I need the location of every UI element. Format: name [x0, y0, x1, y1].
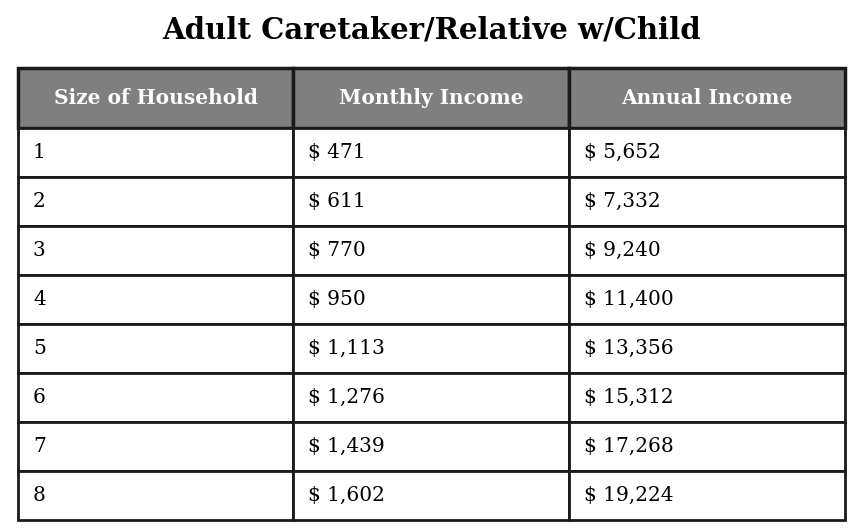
Text: 1: 1 — [33, 143, 46, 162]
Text: $ 5,652: $ 5,652 — [583, 143, 660, 162]
Bar — [18, 68, 293, 128]
Text: Size of Household: Size of Household — [54, 88, 258, 108]
Text: $ 9,240: $ 9,240 — [583, 241, 660, 260]
Text: $ 1,602: $ 1,602 — [308, 486, 385, 505]
Bar — [293, 422, 569, 471]
Text: 2: 2 — [33, 192, 46, 211]
Bar — [569, 275, 845, 324]
Bar — [293, 471, 569, 520]
Text: $ 770: $ 770 — [308, 241, 366, 260]
Bar — [293, 128, 569, 177]
Bar — [569, 128, 845, 177]
Text: $ 1,276: $ 1,276 — [308, 388, 385, 407]
Bar — [293, 177, 569, 226]
Bar — [18, 128, 293, 177]
Bar — [293, 68, 569, 128]
Bar — [293, 226, 569, 275]
Text: 8: 8 — [33, 486, 46, 505]
Bar — [569, 68, 845, 128]
Bar — [18, 226, 293, 275]
Bar — [18, 471, 293, 520]
Bar — [569, 471, 845, 520]
Text: 6: 6 — [33, 388, 46, 407]
Text: 3: 3 — [33, 241, 46, 260]
Bar — [569, 324, 845, 373]
Bar — [569, 177, 845, 226]
Bar — [18, 177, 293, 226]
Text: 7: 7 — [33, 437, 46, 456]
Text: Adult Caretaker/Relative w/Child: Adult Caretaker/Relative w/Child — [162, 15, 701, 45]
Bar — [569, 226, 845, 275]
Bar — [293, 324, 569, 373]
Text: Annual Income: Annual Income — [621, 88, 792, 108]
Bar — [18, 275, 293, 324]
Text: 5: 5 — [33, 339, 46, 358]
Text: 4: 4 — [33, 290, 46, 309]
Text: Monthly Income: Monthly Income — [339, 88, 523, 108]
Bar — [569, 373, 845, 422]
Text: $ 950: $ 950 — [308, 290, 366, 309]
Text: $ 13,356: $ 13,356 — [583, 339, 673, 358]
Text: $ 7,332: $ 7,332 — [583, 192, 660, 211]
Text: $ 611: $ 611 — [308, 192, 366, 211]
Bar — [18, 373, 293, 422]
Text: $ 19,224: $ 19,224 — [583, 486, 673, 505]
Text: $ 1,439: $ 1,439 — [308, 437, 385, 456]
Text: $ 15,312: $ 15,312 — [583, 388, 673, 407]
Bar — [569, 422, 845, 471]
Bar — [18, 422, 293, 471]
Bar — [18, 324, 293, 373]
Text: $ 17,268: $ 17,268 — [583, 437, 673, 456]
Text: $ 11,400: $ 11,400 — [583, 290, 673, 309]
Bar — [293, 373, 569, 422]
Text: $ 1,113: $ 1,113 — [308, 339, 385, 358]
Bar — [293, 275, 569, 324]
Text: $ 471: $ 471 — [308, 143, 366, 162]
